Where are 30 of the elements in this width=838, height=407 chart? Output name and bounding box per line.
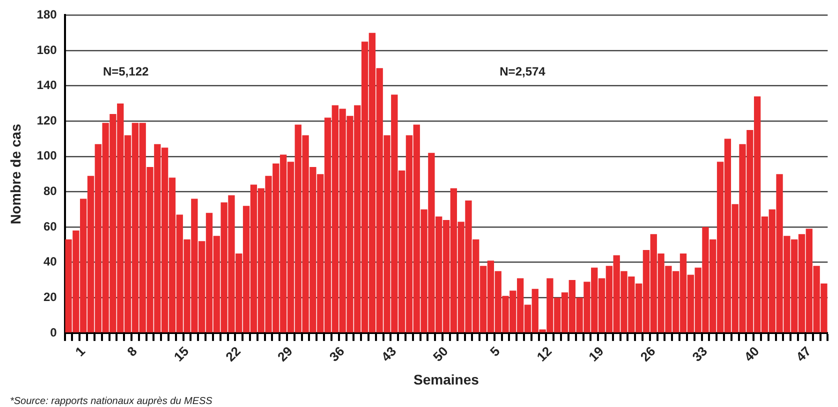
y-tick-label: 80 — [43, 184, 58, 198]
x-tick-label: 8 — [124, 344, 140, 360]
x-tick-label: 5 — [487, 344, 503, 360]
x-tick-label: 36 — [326, 344, 348, 364]
x-tick-label: 12 — [534, 344, 555, 364]
x-tick-label: 1 — [72, 344, 88, 360]
text: *Source: rapports nationaux auprès du MESS — [10, 396, 213, 407]
x-tick-label: 50 — [430, 344, 451, 364]
y-tick-label: 0 — [50, 325, 58, 340]
x-tick-label: 47 — [792, 344, 814, 364]
y-tick-label: 40 — [43, 254, 58, 269]
y-tick-label: 20 — [43, 290, 58, 304]
y-axis-title: Nombre de cas — [7, 124, 24, 224]
y-tick-label: 100 — [36, 148, 58, 163]
x-tick-label: 15 — [170, 344, 192, 364]
x-tick-label: 33 — [689, 344, 710, 364]
x-axis-title: Semaines — [414, 371, 480, 388]
x-tick-label: 43 — [378, 344, 400, 364]
y-tick-label: 60 — [43, 219, 58, 234]
x-tick-label: 29 — [274, 344, 296, 364]
y-tick-label: 180 — [36, 8, 58, 22]
x-tick-label: 19 — [586, 344, 606, 364]
x-tick-label: 40 — [741, 344, 762, 364]
y-tick-label: 120 — [36, 113, 58, 128]
annotation: N=2,574 — [500, 64, 546, 79]
annotation: N=5,122 — [102, 64, 149, 79]
y-tick-label: 160 — [36, 42, 58, 57]
x-tick-label: 26 — [637, 344, 658, 364]
x-tick-label: 22 — [222, 344, 244, 364]
y-tick-label: 140 — [36, 78, 58, 92]
